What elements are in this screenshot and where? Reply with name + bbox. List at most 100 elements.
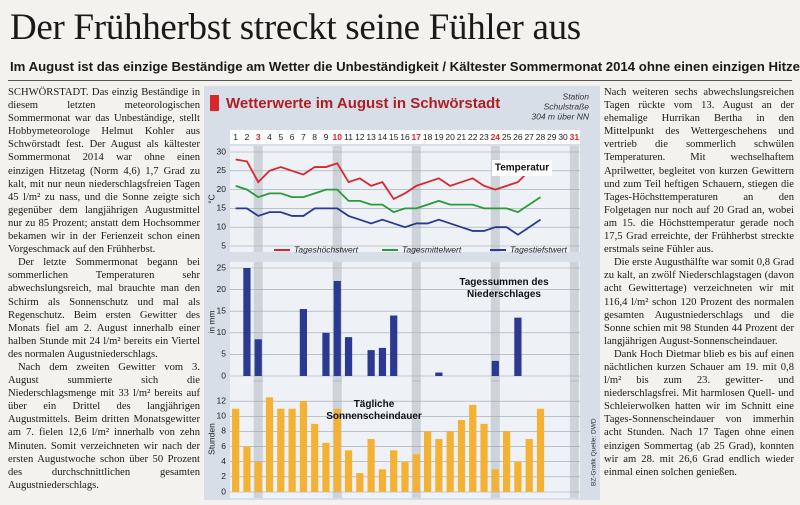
panel-title: Temperatur <box>495 163 549 174</box>
title-marker <box>210 95 219 111</box>
y-tick-label: 10 <box>217 411 227 421</box>
sunday-band <box>253 146 263 252</box>
bar <box>378 469 387 492</box>
bar <box>378 347 387 376</box>
y-tick-label: 30 <box>217 146 227 156</box>
day-label: 26 <box>513 132 523 142</box>
weather-graphic: Wetterwerte im August in Schwörstadt Sta… <box>204 86 600 500</box>
sunday-band <box>253 380 263 498</box>
paragraph: Der letzte Sommermonat begann bei sommer… <box>8 257 200 360</box>
day-label: 18 <box>423 132 433 142</box>
day-label: 17 <box>412 132 422 142</box>
bar <box>232 408 240 492</box>
day-label: 8 <box>312 132 317 142</box>
y-tick-label: 25 <box>217 165 227 175</box>
bar <box>435 372 443 376</box>
y-axis-label: Stunden <box>206 423 216 455</box>
bar <box>254 339 262 376</box>
bar <box>243 446 251 492</box>
legend-label: Tageshöchstwert <box>294 244 359 254</box>
y-tick-label: 4 <box>221 456 226 466</box>
day-label: 6 <box>290 132 295 142</box>
day-label: 21 <box>457 132 467 142</box>
temperature-line <box>235 184 541 214</box>
credit: BZ-Grafik Quelle: DWD <box>591 418 598 486</box>
day-row-background <box>230 130 580 144</box>
day-label: 5 <box>278 132 283 142</box>
subheadline: Im August ist das einzige Beständige am … <box>10 59 800 74</box>
panel-background <box>230 262 580 382</box>
day-label: 10 <box>333 132 343 142</box>
panel-title-background <box>492 160 552 176</box>
sunday-band <box>569 262 579 382</box>
station-line: 304 m über NN <box>531 111 589 121</box>
bar <box>322 332 330 376</box>
headline: Der Frühherbst streckt seine Fühler aus <box>10 7 581 48</box>
y-tick-label: 12 <box>217 395 227 405</box>
paragraph: Dank Hoch Dietmar blieb es bis auf einen… <box>604 348 794 478</box>
paragraph: Die erste Augusthälfte war somit 0,8 Gra… <box>604 257 794 347</box>
day-label: 24 <box>491 132 501 142</box>
y-tick-label: 8 <box>221 426 226 436</box>
day-label: 23 <box>479 132 489 142</box>
bar <box>514 461 522 492</box>
day-label: 4 <box>267 132 272 142</box>
legend-label: Tagesmittelwert <box>402 244 462 254</box>
panel-title: Tägliche Sonnenscheindauer <box>326 399 422 422</box>
day-label: 9 <box>324 132 329 142</box>
sunday-band <box>490 380 500 498</box>
bar <box>265 397 274 492</box>
bar <box>412 454 420 492</box>
y-tick-label: 0 <box>221 370 226 380</box>
y-tick-label: 10 <box>217 327 227 337</box>
day-label: 14 <box>378 132 388 142</box>
station-line: Schulstraße <box>544 101 590 111</box>
day-label: 2 <box>245 132 250 142</box>
y-tick-label: 0 <box>221 486 226 496</box>
day-label: 11 <box>344 132 353 142</box>
sunday-band <box>411 380 421 498</box>
y-tick-label: 20 <box>217 184 227 194</box>
day-label: 28 <box>536 132 546 142</box>
y-tick-label: 15 <box>217 305 227 315</box>
bar <box>333 280 341 376</box>
bar <box>536 408 545 492</box>
paragraph: Nach weiteren sechs abwechslungsreichen … <box>604 87 794 256</box>
sunday-band <box>253 262 263 382</box>
bar <box>311 423 319 492</box>
bar <box>243 268 251 376</box>
bar <box>469 404 477 492</box>
graphic-title: Wetterwerte im August in Schwörstadt <box>226 95 500 112</box>
sunday-band <box>569 146 579 252</box>
y-tick-label: 5 <box>221 349 226 359</box>
day-label: 16 <box>400 132 410 142</box>
y-tick-label: 25 <box>217 262 227 272</box>
paragraph: SCHWÖRSTADT. Das einzig Beständige in di… <box>8 87 200 256</box>
temperature-line <box>235 207 541 236</box>
bar <box>288 408 296 492</box>
temperature-line <box>235 158 541 201</box>
panel-title: Tagessummen des Niederschlages <box>459 277 549 300</box>
day-label: 30 <box>558 132 568 142</box>
sunday-band <box>411 146 421 252</box>
day-label: 31 <box>570 132 580 142</box>
bar <box>344 337 353 376</box>
day-label: 3 <box>256 132 261 142</box>
bar <box>333 408 341 492</box>
legend-label: Tagestiefstwert <box>510 244 567 254</box>
day-label: 12 <box>355 132 365 142</box>
bar <box>423 431 432 492</box>
article-column: Nach weiteren sechs abwechslungsreichen … <box>604 86 794 500</box>
bar <box>457 420 466 492</box>
bar <box>446 431 454 492</box>
y-tick-label: 6 <box>221 441 226 451</box>
sunday-band <box>490 146 500 252</box>
bar <box>525 439 533 492</box>
bar <box>480 423 488 492</box>
y-tick-label: 2 <box>221 471 226 481</box>
sunday-band <box>411 262 421 382</box>
paragraph: Nach dem zweiten Gewitter vom 3. August … <box>8 361 200 491</box>
bar <box>277 408 285 492</box>
bar <box>390 315 398 376</box>
